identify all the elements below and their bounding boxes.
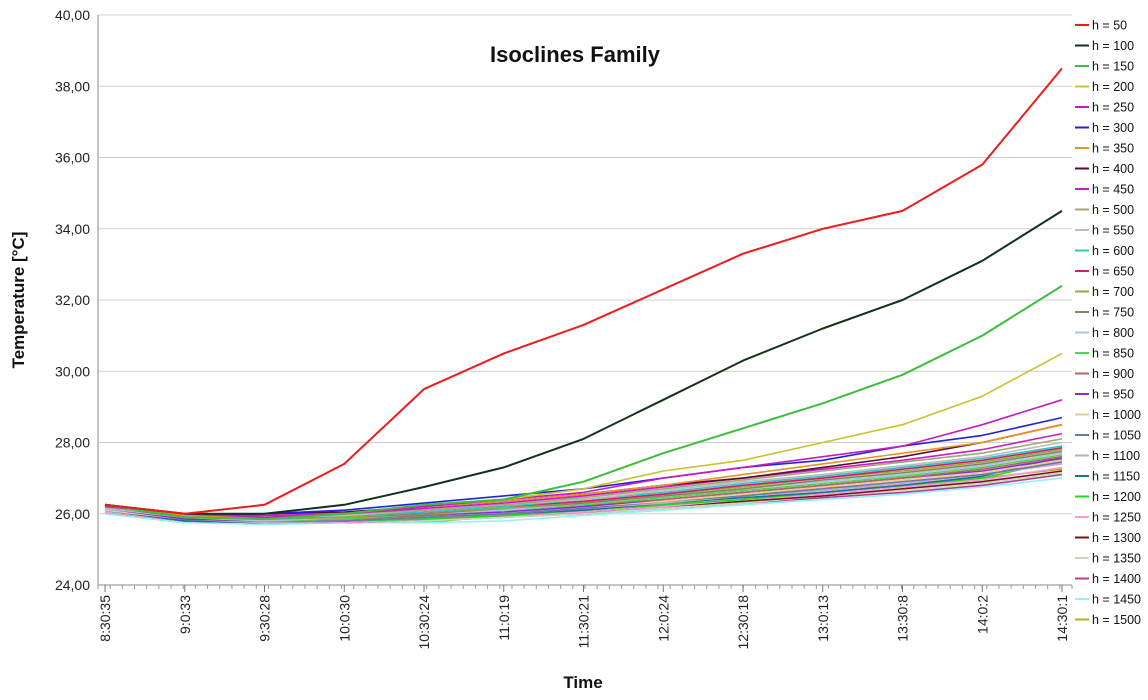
legend-label: h = 1200: [1092, 490, 1141, 504]
legend-label: h = 1000: [1092, 408, 1141, 422]
legend-label: h = 900: [1092, 367, 1134, 381]
legend-label: h = 450: [1092, 183, 1134, 197]
legend-label: h = 1500: [1092, 613, 1141, 627]
y-tick-label: 24,00: [55, 577, 90, 593]
legend-label: h = 500: [1092, 203, 1134, 217]
legend-label: h = 700: [1092, 285, 1134, 299]
y-tick-label: 30,00: [55, 363, 90, 379]
x-tick-label: 9:0:33: [177, 595, 193, 634]
legend-label: h = 550: [1092, 224, 1134, 238]
legend-label: h = 1250: [1092, 511, 1141, 525]
y-axis-title: Temperature [°C]: [9, 232, 28, 369]
legend-label: h = 250: [1092, 101, 1134, 115]
legend-label: h = 800: [1092, 326, 1134, 340]
legend-label: h = 1050: [1092, 429, 1141, 443]
legend-label: h = 350: [1092, 142, 1134, 156]
legend-label: h = 600: [1092, 244, 1134, 258]
legend-label: h = 300: [1092, 121, 1134, 135]
legend-label: h = 650: [1092, 265, 1134, 279]
legend-label: h = 1450: [1092, 593, 1141, 607]
y-tick-label: 26,00: [55, 506, 90, 522]
y-tick-label: 40,00: [55, 7, 90, 23]
legend-label: h = 50: [1092, 19, 1127, 33]
legend-label: h = 150: [1092, 60, 1134, 74]
x-tick-label: 12:0:24: [655, 595, 671, 642]
chart-title: Isoclines Family: [490, 42, 661, 67]
x-tick-label: 14:0:2: [974, 595, 990, 634]
x-tick-label: 13:0:13: [815, 595, 831, 642]
legend-label: h = 100: [1092, 39, 1134, 53]
x-axis-title: Time: [563, 673, 602, 692]
legend-label: h = 750: [1092, 306, 1134, 320]
legend-label: h = 1300: [1092, 531, 1141, 545]
legend-label: h = 1150: [1092, 470, 1140, 484]
y-tick-label: 28,00: [55, 435, 90, 451]
legend-label: h = 950: [1092, 388, 1134, 402]
y-tick-label: 36,00: [55, 150, 90, 166]
y-tick-label: 38,00: [55, 78, 90, 94]
x-tick-label: 12:30:18: [735, 595, 751, 650]
legend-label: h = 850: [1092, 347, 1134, 361]
x-tick-label: 9:30:28: [257, 595, 273, 642]
legend-label: h = 200: [1092, 80, 1134, 94]
legend-label: h = 400: [1092, 162, 1134, 176]
x-tick-label: 11:30:21: [576, 595, 592, 649]
x-tick-label: 11:0:19: [496, 595, 512, 641]
x-tick-label: 14:30:1: [1054, 595, 1070, 642]
legend-label: h = 1100: [1092, 449, 1140, 463]
x-tick-label: 10:0:30: [336, 595, 352, 642]
x-tick-label: 8:30:35: [97, 595, 113, 642]
x-tick-label: 10:30:24: [416, 595, 432, 650]
y-tick-label: 34,00: [55, 221, 90, 237]
legend-label: h = 1350: [1092, 552, 1141, 566]
y-tick-label: 32,00: [55, 292, 90, 308]
legend-label: h = 1400: [1092, 572, 1141, 586]
x-tick-label: 13:30:8: [895, 595, 911, 642]
